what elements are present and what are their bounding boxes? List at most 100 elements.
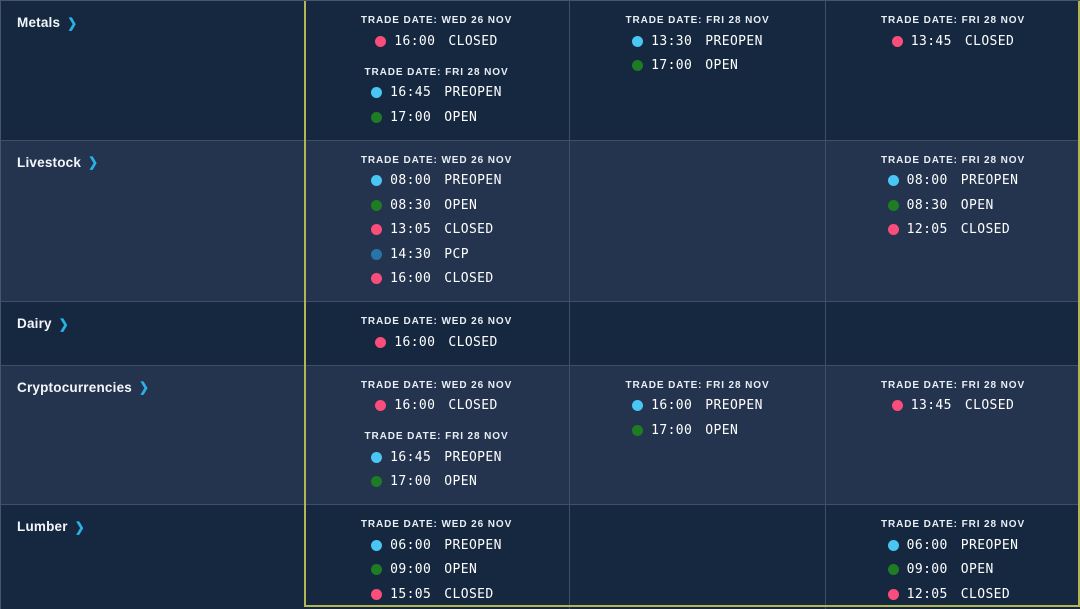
- category-cell-livestock[interactable]: Livestock ❯: [1, 141, 304, 302]
- status-dot-closed-icon: [887, 588, 899, 600]
- session-entries-list: 16:00 CLOSED: [375, 330, 498, 355]
- status-dot-closed-icon: [375, 35, 387, 47]
- schedule-cell: TRADE DATE: FRI 28 NOV 06:00 PREOPEN 09:00 O…: [825, 505, 1080, 609]
- session-status: OPEN: [444, 474, 478, 490]
- session-entry: 13:05 CLOSED: [371, 218, 502, 243]
- schedule-cell: TRADE DATE: WED 26 NOV 16:00 CLOSED TRADE D…: [304, 1, 569, 140]
- session-entry: 13:30 PREOPEN: [632, 29, 763, 54]
- schedule-cell: TRADE DATE: WED 26 NOV 16:00 CLOSED TRADE D…: [304, 366, 569, 505]
- schedule-cell: TRADE DATE: WED 26 NOV 16:00 CLOSED: [304, 302, 569, 365]
- session-entries-list: 16:00 CLOSED: [375, 29, 498, 54]
- table-row: Metals ❯ TRADE DATE: WED 26 NOV 16:00 CLOSED…: [1, 1, 1080, 141]
- session-entries-list: 16:45 PREOPEN 17:00 OPEN: [371, 445, 502, 494]
- status-dot-preopen-icon: [632, 35, 644, 47]
- trade-date-group: TRADE DATE: FRI 28 NOV 16:45 PREOPEN 17:00 O…: [308, 65, 565, 130]
- schedule-cell: TRADE DATE: WED 26 NOV 06:00 PREOPEN 09:00 O…: [304, 505, 569, 609]
- trade-date-group: TRADE DATE: FRI 28 NOV 13:45 CLOSED: [830, 13, 1076, 54]
- session-entry: 12:05 CLOSED: [887, 218, 1019, 243]
- status-dot-pcp-icon: [371, 248, 383, 260]
- status-dot-preopen-icon: [371, 175, 383, 187]
- chevron-right-icon: ❯: [139, 379, 150, 395]
- session-time: 08:00: [390, 173, 432, 189]
- status-dot-preopen-icon: [371, 539, 383, 551]
- trade-date-group: TRADE DATE: FRI 28 NOV 06:00 PREOPEN 09:00 O…: [830, 517, 1076, 607]
- trade-date-label: TRADE DATE: FRI 28 NOV: [364, 431, 509, 442]
- session-status: OPEN: [960, 562, 994, 578]
- status-dot-preopen-icon: [887, 539, 899, 551]
- table-row: Cryptocurrencies ❯ TRADE DATE: WED 26 NOV 1…: [1, 365, 1080, 505]
- session-status: PREOPEN: [444, 85, 502, 101]
- schedule-cell: [825, 302, 1080, 365]
- status-dot-closed-icon: [375, 336, 387, 348]
- category-cell-dairy[interactable]: Dairy ❯: [1, 302, 304, 365]
- session-time: 17:00: [390, 109, 432, 125]
- category-cell-cryptocurrencies[interactable]: Cryptocurrencies ❯: [1, 366, 304, 505]
- session-status: OPEN: [960, 197, 994, 213]
- schedule-cell: TRADE DATE: WED 26 NOV 08:00 PREOPEN 08:30 O…: [304, 141, 569, 302]
- session-time: 14:30: [390, 246, 432, 262]
- status-dot-closed-icon: [891, 400, 903, 412]
- status-dot-closed-icon: [371, 588, 383, 600]
- session-entries-list: 13:45 CLOSED: [891, 29, 1015, 54]
- session-status: CLOSED: [448, 33, 498, 49]
- session-status: PREOPEN: [444, 449, 502, 465]
- status-dot-open-icon: [887, 199, 899, 211]
- session-time: 08:30: [906, 197, 948, 213]
- session-time: 16:45: [390, 449, 432, 465]
- trade-date-label: TRADE DATE: WED 26 NOV: [360, 316, 513, 327]
- session-status: OPEN: [705, 58, 739, 74]
- trade-date-group: TRADE DATE: WED 26 NOV 08:00 PREOPEN 08:30 O…: [308, 153, 565, 292]
- session-time: 08:30: [390, 197, 432, 213]
- trade-date-label: TRADE DATE: FRI 28 NOV: [880, 15, 1026, 26]
- session-status: PCP: [444, 246, 469, 262]
- session-status: CLOSED: [444, 586, 494, 602]
- session-time: 08:00: [906, 173, 948, 189]
- chevron-right-icon: ❯: [58, 316, 69, 332]
- session-status: CLOSED: [444, 222, 494, 238]
- session-status: OPEN: [444, 562, 478, 578]
- table-row: Dairy ❯ TRADE DATE: WED 26 NOV 16:00 CLOSED: [1, 302, 1080, 366]
- trade-date-label: TRADE DATE: FRI 28 NOV: [880, 519, 1026, 530]
- session-entry: 17:00 OPEN: [371, 470, 502, 495]
- session-entries-list: 08:00 PREOPEN 08:30 OPEN 13:05 CLOSED 14:30 PCP…: [371, 169, 502, 292]
- status-dot-open-icon: [371, 476, 383, 488]
- session-status: CLOSED: [448, 334, 498, 350]
- session-entry: 17:00 OPEN: [632, 54, 763, 79]
- session-time: 16:00: [394, 398, 436, 414]
- trade-date-label: TRADE DATE: WED 26 NOV: [360, 519, 513, 530]
- session-time: 17:00: [651, 422, 693, 438]
- session-time: 13:30: [651, 33, 693, 49]
- chevron-right-icon: ❯: [67, 15, 78, 31]
- session-entries-list: 06:00 PREOPEN 09:00 OPEN 12:05 CLOSED: [887, 533, 1019, 607]
- session-time: 17:00: [651, 58, 693, 74]
- status-dot-closed-icon: [371, 224, 383, 236]
- session-status: CLOSED: [444, 271, 494, 287]
- status-dot-open-icon: [632, 60, 644, 72]
- trade-date-group: TRADE DATE: WED 26 NOV 16:00 CLOSED: [308, 378, 565, 419]
- session-status: CLOSED: [960, 222, 1011, 238]
- session-entries-list: 13:30 PREOPEN 17:00 OPEN: [632, 29, 763, 78]
- session-status: CLOSED: [964, 398, 1015, 414]
- status-dot-closed-icon: [891, 35, 903, 47]
- session-time: 06:00: [906, 537, 948, 553]
- trade-date-group: TRADE DATE: WED 26 NOV 06:00 PREOPEN 09:00 O…: [308, 517, 565, 607]
- session-entry: 16:45 PREOPEN: [371, 445, 502, 470]
- session-time: 12:05: [906, 222, 948, 238]
- session-entry: 16:00 CLOSED: [375, 394, 498, 419]
- category-label: Metals: [17, 15, 61, 31]
- session-time: 06:00: [390, 537, 432, 553]
- schedule-cell: [569, 302, 825, 365]
- status-dot-open-icon: [632, 424, 644, 436]
- trade-date-label: TRADE DATE: WED 26 NOV: [360, 15, 513, 26]
- status-dot-preopen-icon: [887, 175, 899, 187]
- session-entry: 14:30 PCP: [371, 242, 502, 267]
- session-entry: 15:05 CLOSED: [371, 582, 502, 607]
- session-status: OPEN: [444, 197, 478, 213]
- category-cell-metals[interactable]: Metals ❯: [1, 1, 304, 140]
- session-entries-list: 16:00 PREOPEN 17:00 OPEN: [632, 394, 763, 443]
- session-entry: 16:00 CLOSED: [371, 267, 502, 292]
- category-cell-lumber[interactable]: Lumber ❯: [1, 505, 304, 609]
- trade-date-label: TRADE DATE: WED 26 NOV: [360, 379, 513, 391]
- session-entry: 09:00 OPEN: [371, 558, 502, 583]
